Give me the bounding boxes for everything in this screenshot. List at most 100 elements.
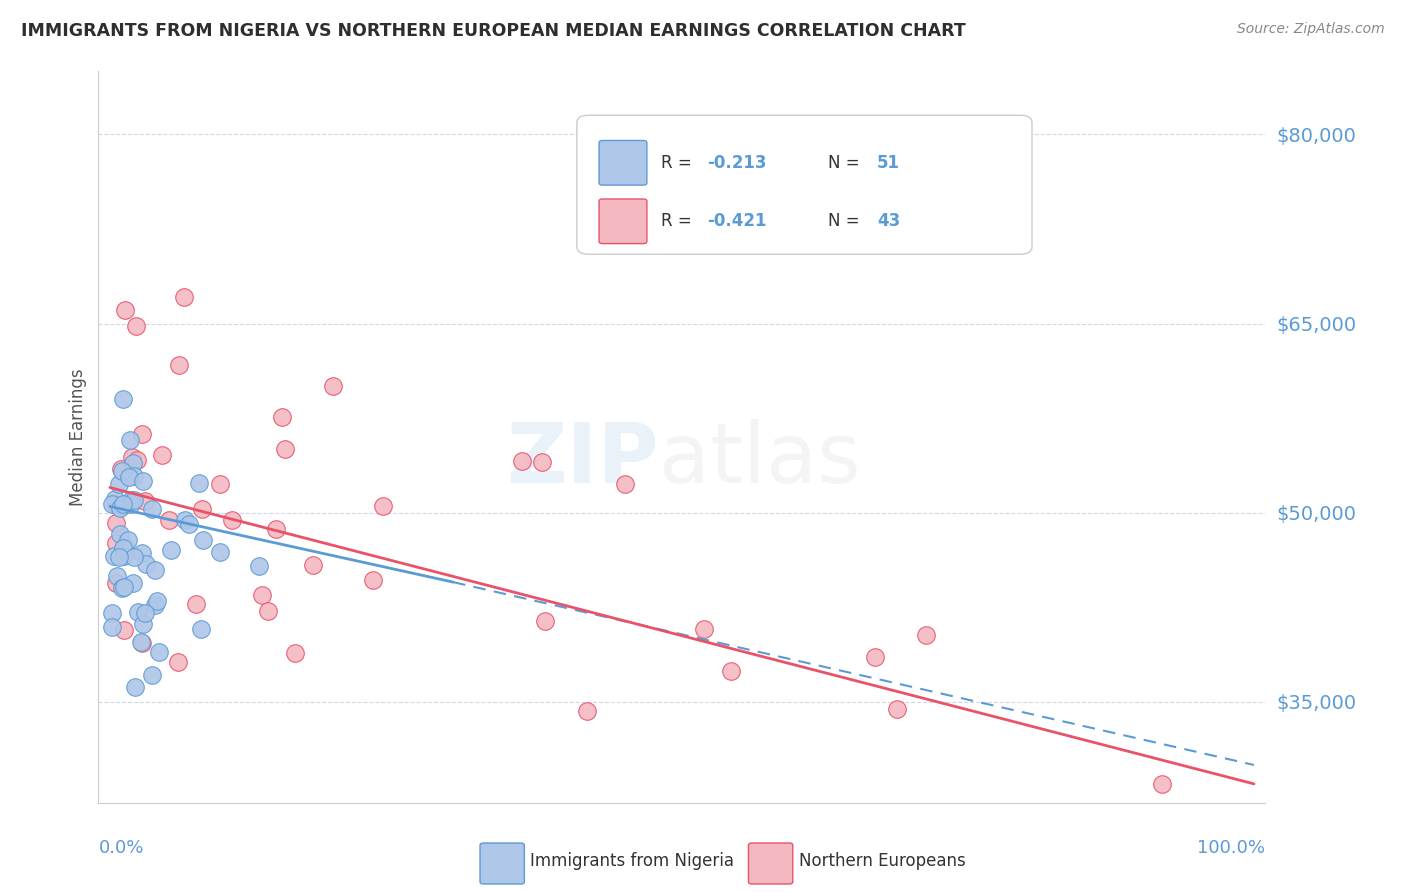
- Text: ZIP: ZIP: [506, 418, 658, 500]
- Point: [284, 646, 307, 660]
- Point: [167, 358, 190, 372]
- Point: [361, 573, 384, 587]
- Point: [108, 501, 131, 516]
- Point: [534, 615, 557, 629]
- Point: [135, 557, 157, 571]
- Point: [184, 597, 207, 611]
- Point: [122, 456, 145, 470]
- Point: [166, 655, 188, 669]
- Point: [247, 559, 270, 574]
- Text: N =: N =: [828, 212, 865, 230]
- Point: [127, 453, 149, 467]
- Point: [111, 497, 134, 511]
- Text: 0.0%: 0.0%: [98, 839, 143, 857]
- Point: [103, 549, 125, 563]
- Point: [692, 622, 714, 636]
- Point: [111, 464, 134, 478]
- Point: [576, 704, 599, 718]
- Point: [101, 497, 124, 511]
- Text: IMMIGRANTS FROM NIGERIA VS NORTHERN EUROPEAN MEDIAN EARNINGS CORRELATION CHART: IMMIGRANTS FROM NIGERIA VS NORTHERN EURO…: [21, 22, 966, 40]
- Text: -0.213: -0.213: [707, 153, 768, 172]
- Text: R =: R =: [661, 153, 697, 172]
- Point: [131, 546, 153, 560]
- FancyBboxPatch shape: [599, 140, 647, 186]
- Point: [104, 516, 127, 530]
- Point: [131, 616, 153, 631]
- Point: [131, 636, 153, 650]
- Point: [148, 645, 170, 659]
- Point: [112, 580, 135, 594]
- FancyBboxPatch shape: [576, 115, 1032, 254]
- Point: [108, 550, 131, 565]
- Point: [273, 442, 295, 456]
- Point: [886, 702, 908, 716]
- Point: [146, 594, 169, 608]
- Point: [118, 433, 141, 447]
- Text: Northern Europeans: Northern Europeans: [799, 853, 966, 871]
- Point: [104, 536, 127, 550]
- Point: [112, 549, 135, 563]
- Point: [124, 680, 146, 694]
- Point: [193, 533, 215, 547]
- Point: [134, 493, 156, 508]
- Point: [114, 303, 136, 318]
- Point: [150, 449, 173, 463]
- Point: [865, 649, 887, 664]
- Point: [105, 569, 128, 583]
- Point: [157, 513, 180, 527]
- Point: [112, 623, 135, 637]
- Point: [111, 499, 134, 513]
- Text: N =: N =: [828, 153, 865, 172]
- Point: [614, 477, 637, 491]
- Point: [173, 513, 195, 527]
- Point: [131, 474, 153, 488]
- Point: [120, 493, 142, 508]
- FancyBboxPatch shape: [479, 843, 524, 884]
- Point: [221, 513, 243, 527]
- Point: [190, 622, 212, 636]
- Point: [110, 462, 132, 476]
- Point: [114, 539, 136, 553]
- Point: [1152, 777, 1174, 791]
- Text: 51: 51: [877, 153, 900, 172]
- Point: [373, 499, 395, 513]
- Point: [118, 470, 141, 484]
- Point: [125, 319, 148, 334]
- Point: [134, 607, 156, 621]
- Point: [111, 581, 134, 595]
- Point: [141, 667, 163, 681]
- Point: [510, 454, 533, 468]
- Point: [177, 516, 200, 531]
- Point: [120, 497, 142, 511]
- Point: [131, 634, 153, 648]
- Point: [143, 563, 166, 577]
- Point: [301, 558, 323, 572]
- Point: [101, 620, 124, 634]
- Point: [131, 426, 153, 441]
- Point: [124, 469, 146, 483]
- Point: [173, 290, 195, 304]
- Point: [159, 542, 181, 557]
- Point: [101, 607, 124, 621]
- Text: Immigrants from Nigeria: Immigrants from Nigeria: [530, 853, 734, 871]
- Point: [914, 628, 936, 642]
- Point: [250, 588, 273, 602]
- Point: [531, 455, 554, 469]
- Text: -0.421: -0.421: [707, 212, 768, 230]
- Point: [188, 475, 211, 490]
- Point: [104, 491, 127, 506]
- Point: [122, 576, 145, 591]
- Point: [143, 598, 166, 612]
- FancyBboxPatch shape: [748, 843, 793, 884]
- Point: [108, 527, 131, 541]
- Point: [124, 493, 146, 508]
- Y-axis label: Median Earnings: Median Earnings: [69, 368, 87, 506]
- Point: [191, 501, 214, 516]
- Point: [104, 575, 127, 590]
- Point: [121, 450, 143, 465]
- Point: [271, 410, 294, 425]
- FancyBboxPatch shape: [599, 199, 647, 244]
- Text: 43: 43: [877, 212, 900, 230]
- Text: R =: R =: [661, 212, 697, 230]
- Point: [128, 605, 150, 619]
